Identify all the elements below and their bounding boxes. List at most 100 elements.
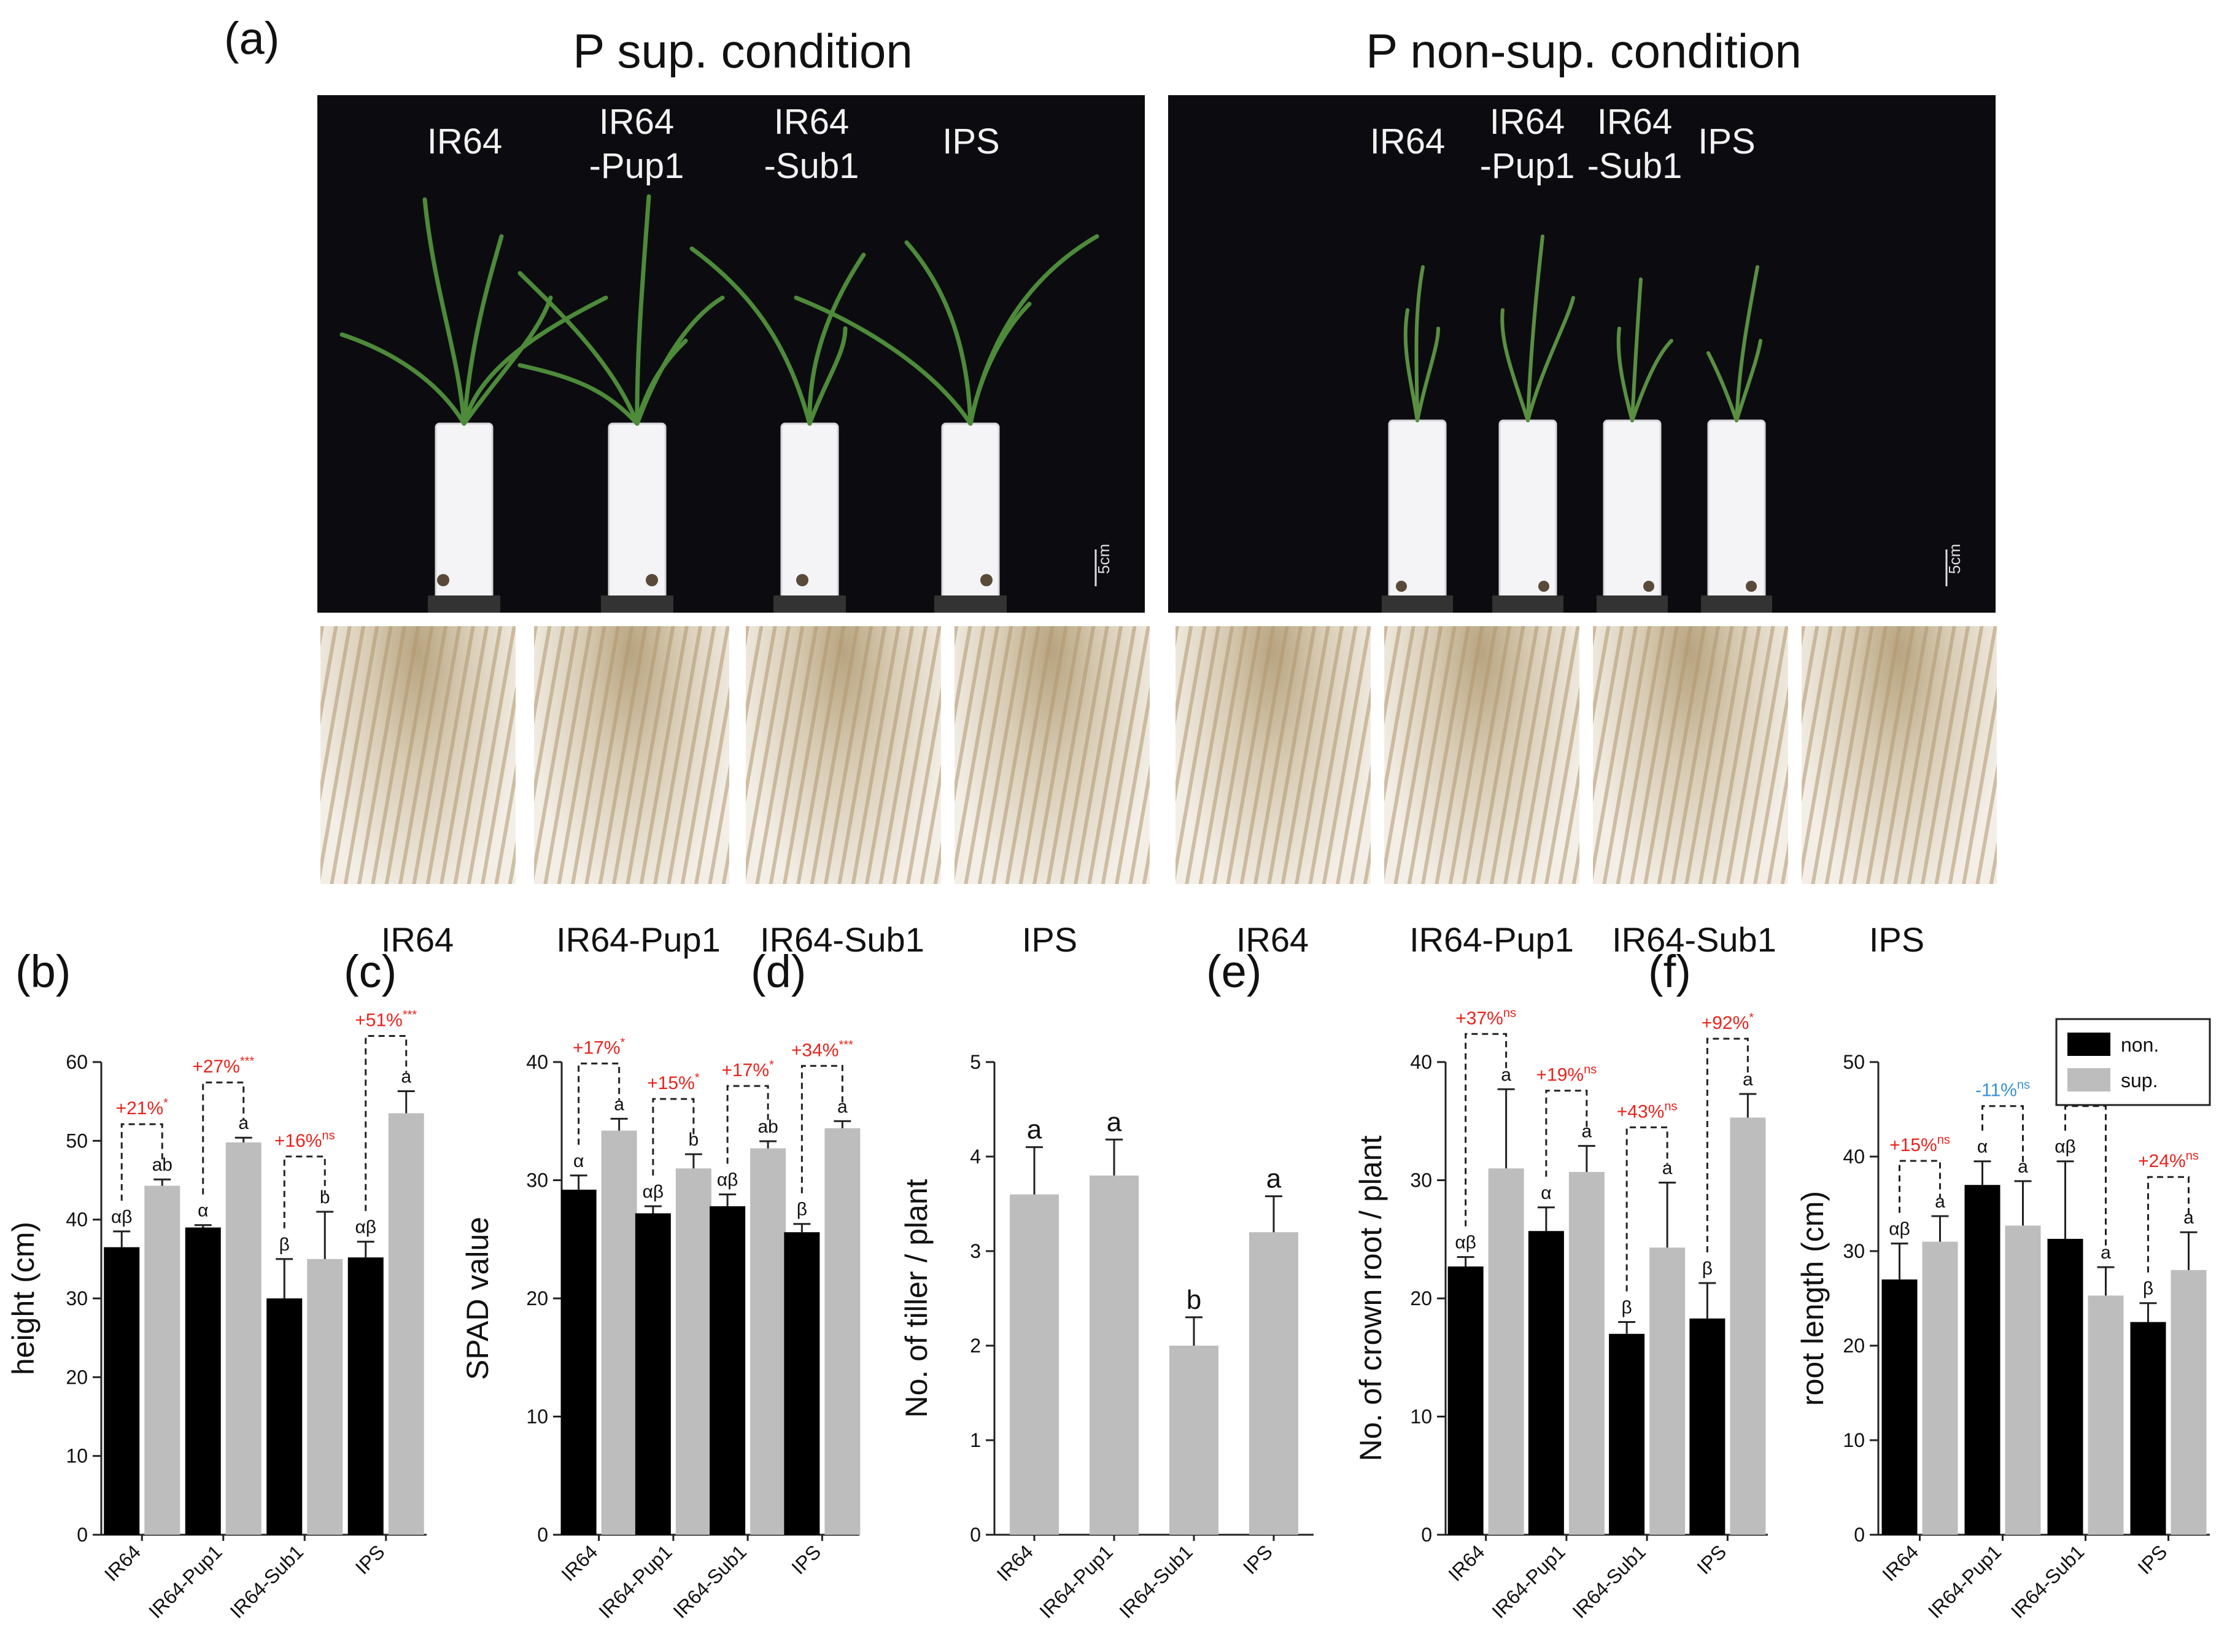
percent-change: +17%* bbox=[573, 1036, 625, 1058]
x-tick-label: IR64-Pup1 bbox=[594, 1540, 676, 1623]
y-tick-label: 10 bbox=[526, 1406, 548, 1428]
significance-letter: ab bbox=[757, 1117, 778, 1137]
significance-mark: ns bbox=[1664, 1099, 1677, 1113]
significance-letter: b bbox=[320, 1187, 330, 1208]
x-tick-label: IR64 bbox=[100, 1540, 145, 1585]
x-tick-label: IR64-Pup1 bbox=[1035, 1540, 1117, 1623]
panel-letter-a: (a) bbox=[224, 13, 280, 64]
significance-mark: ns bbox=[322, 1129, 335, 1142]
significance-mark: * bbox=[695, 1071, 700, 1085]
y-axis-label: SPAD value bbox=[460, 1217, 495, 1380]
significance-letter: β bbox=[2143, 1279, 2153, 1299]
root-photo-3 bbox=[746, 626, 941, 884]
chart-letter: (c) bbox=[344, 946, 397, 997]
bar bbox=[1881, 1279, 1918, 1535]
x-tick-label: IR64 bbox=[1878, 1540, 1923, 1585]
genotype-label-nonsup-4: IPS bbox=[1698, 122, 1756, 161]
x-tick-label: IR64-Pup1 bbox=[144, 1540, 227, 1623]
genotype-label-nonsup-2: IR64 -Pup1 bbox=[1479, 102, 1575, 186]
comparison-bracket bbox=[283, 1155, 326, 1228]
x-tick-label: IR64-Pup1 bbox=[1487, 1540, 1570, 1623]
comparison-bracket bbox=[1465, 1033, 1508, 1227]
bar bbox=[347, 1257, 384, 1535]
percent-change: +51%*** bbox=[355, 1008, 417, 1030]
chart-letter: (d) bbox=[751, 946, 806, 997]
y-tick-label: 0 bbox=[537, 1524, 548, 1546]
y-tick-label: 20 bbox=[1410, 1287, 1432, 1309]
percent-change: +19%ns bbox=[1536, 1063, 1597, 1085]
bar bbox=[1010, 1194, 1059, 1535]
x-tick-label: IR64 bbox=[993, 1540, 1037, 1585]
significance-letter: β bbox=[279, 1235, 290, 1255]
bar bbox=[307, 1258, 343, 1535]
root-label-1: IR64 bbox=[381, 920, 454, 959]
y-tick-label: 20 bbox=[1843, 1335, 1865, 1357]
plant-drawing-sup: 5cm bbox=[339, 194, 1113, 613]
genotype-label-sup-2: IR64 -Pup1 bbox=[589, 102, 684, 186]
bar bbox=[1447, 1266, 1484, 1535]
bar bbox=[1609, 1333, 1645, 1535]
bar bbox=[560, 1189, 597, 1535]
percent-change: +21%* bbox=[116, 1096, 169, 1119]
root-label-4: IPS bbox=[1021, 920, 1078, 959]
bar bbox=[1730, 1117, 1766, 1535]
y-tick-label: 30 bbox=[526, 1169, 548, 1192]
root-photo-4 bbox=[955, 626, 1150, 884]
y-axis-label: root length (cm) bbox=[1795, 1191, 1830, 1406]
bar bbox=[635, 1213, 671, 1535]
bar bbox=[1964, 1185, 2000, 1535]
chart-letter: (e) bbox=[1206, 946, 1261, 997]
comparison-bracket bbox=[120, 1123, 163, 1201]
significance-mark: * bbox=[1749, 1011, 1754, 1025]
genotype-label-sup-1: IR64 bbox=[427, 122, 503, 161]
significance-letter: α bbox=[198, 1201, 208, 1221]
comparison-bracket bbox=[652, 1098, 695, 1176]
bar bbox=[710, 1206, 746, 1535]
significance-letter: a bbox=[614, 1094, 624, 1114]
condition-title-nonsup: P non-sup. condition bbox=[1366, 24, 1802, 78]
comparison-bracket bbox=[1706, 1037, 1749, 1252]
x-tick-label: IPS bbox=[1692, 1540, 1730, 1578]
comparison-bracket bbox=[1545, 1090, 1588, 1177]
y-tick-label: 30 bbox=[1843, 1240, 1865, 1262]
bar bbox=[2005, 1225, 2041, 1535]
y-tick-label: 20 bbox=[526, 1287, 548, 1309]
significance-letter: β bbox=[797, 1200, 807, 1220]
bar bbox=[1169, 1346, 1218, 1535]
y-tick-label: 10 bbox=[1410, 1406, 1432, 1428]
y-tick-label: 30 bbox=[66, 1287, 88, 1309]
significance-letter: αβ bbox=[1455, 1233, 1476, 1253]
root-photo-6 bbox=[1384, 626, 1579, 884]
y-tick-label: 2 bbox=[970, 1335, 981, 1357]
significance-letter: αβ bbox=[643, 1182, 664, 1202]
y-tick-label: 10 bbox=[66, 1445, 88, 1467]
percent-change: +16%ns bbox=[274, 1129, 335, 1151]
y-tick-label: 3 bbox=[970, 1240, 981, 1262]
significance-letter: a bbox=[238, 1113, 249, 1133]
bar bbox=[750, 1148, 786, 1535]
comparison-bracket bbox=[365, 1034, 408, 1211]
significance-mark: ns bbox=[1937, 1133, 1950, 1147]
y-tick-label: 0 bbox=[1421, 1524, 1432, 1546]
bar bbox=[2088, 1295, 2124, 1535]
bar bbox=[601, 1130, 637, 1535]
percent-change: +24%ns bbox=[2138, 1149, 2199, 1171]
svg-text:5cm: 5cm bbox=[1094, 544, 1113, 574]
y-tick-label: 1 bbox=[970, 1429, 981, 1451]
y-tick-label: 0 bbox=[77, 1524, 88, 1546]
percent-change: +15%* bbox=[647, 1071, 700, 1093]
chart-letter: (b) bbox=[15, 946, 71, 997]
bar bbox=[1689, 1318, 1725, 1535]
percent-change: +43%ns bbox=[1617, 1099, 1678, 1122]
bar bbox=[1568, 1172, 1605, 1535]
root-photo-5 bbox=[1175, 626, 1371, 884]
legend-swatch-non bbox=[2067, 1033, 2110, 1056]
bar bbox=[1649, 1247, 1686, 1535]
comparison-bracket bbox=[2147, 1176, 2190, 1273]
x-tick-label: IPS bbox=[351, 1540, 389, 1578]
comparison-bracket bbox=[800, 1064, 843, 1193]
significance-mark: * bbox=[163, 1096, 168, 1110]
significance-letter: α bbox=[1977, 1137, 1988, 1157]
bar bbox=[266, 1298, 303, 1535]
